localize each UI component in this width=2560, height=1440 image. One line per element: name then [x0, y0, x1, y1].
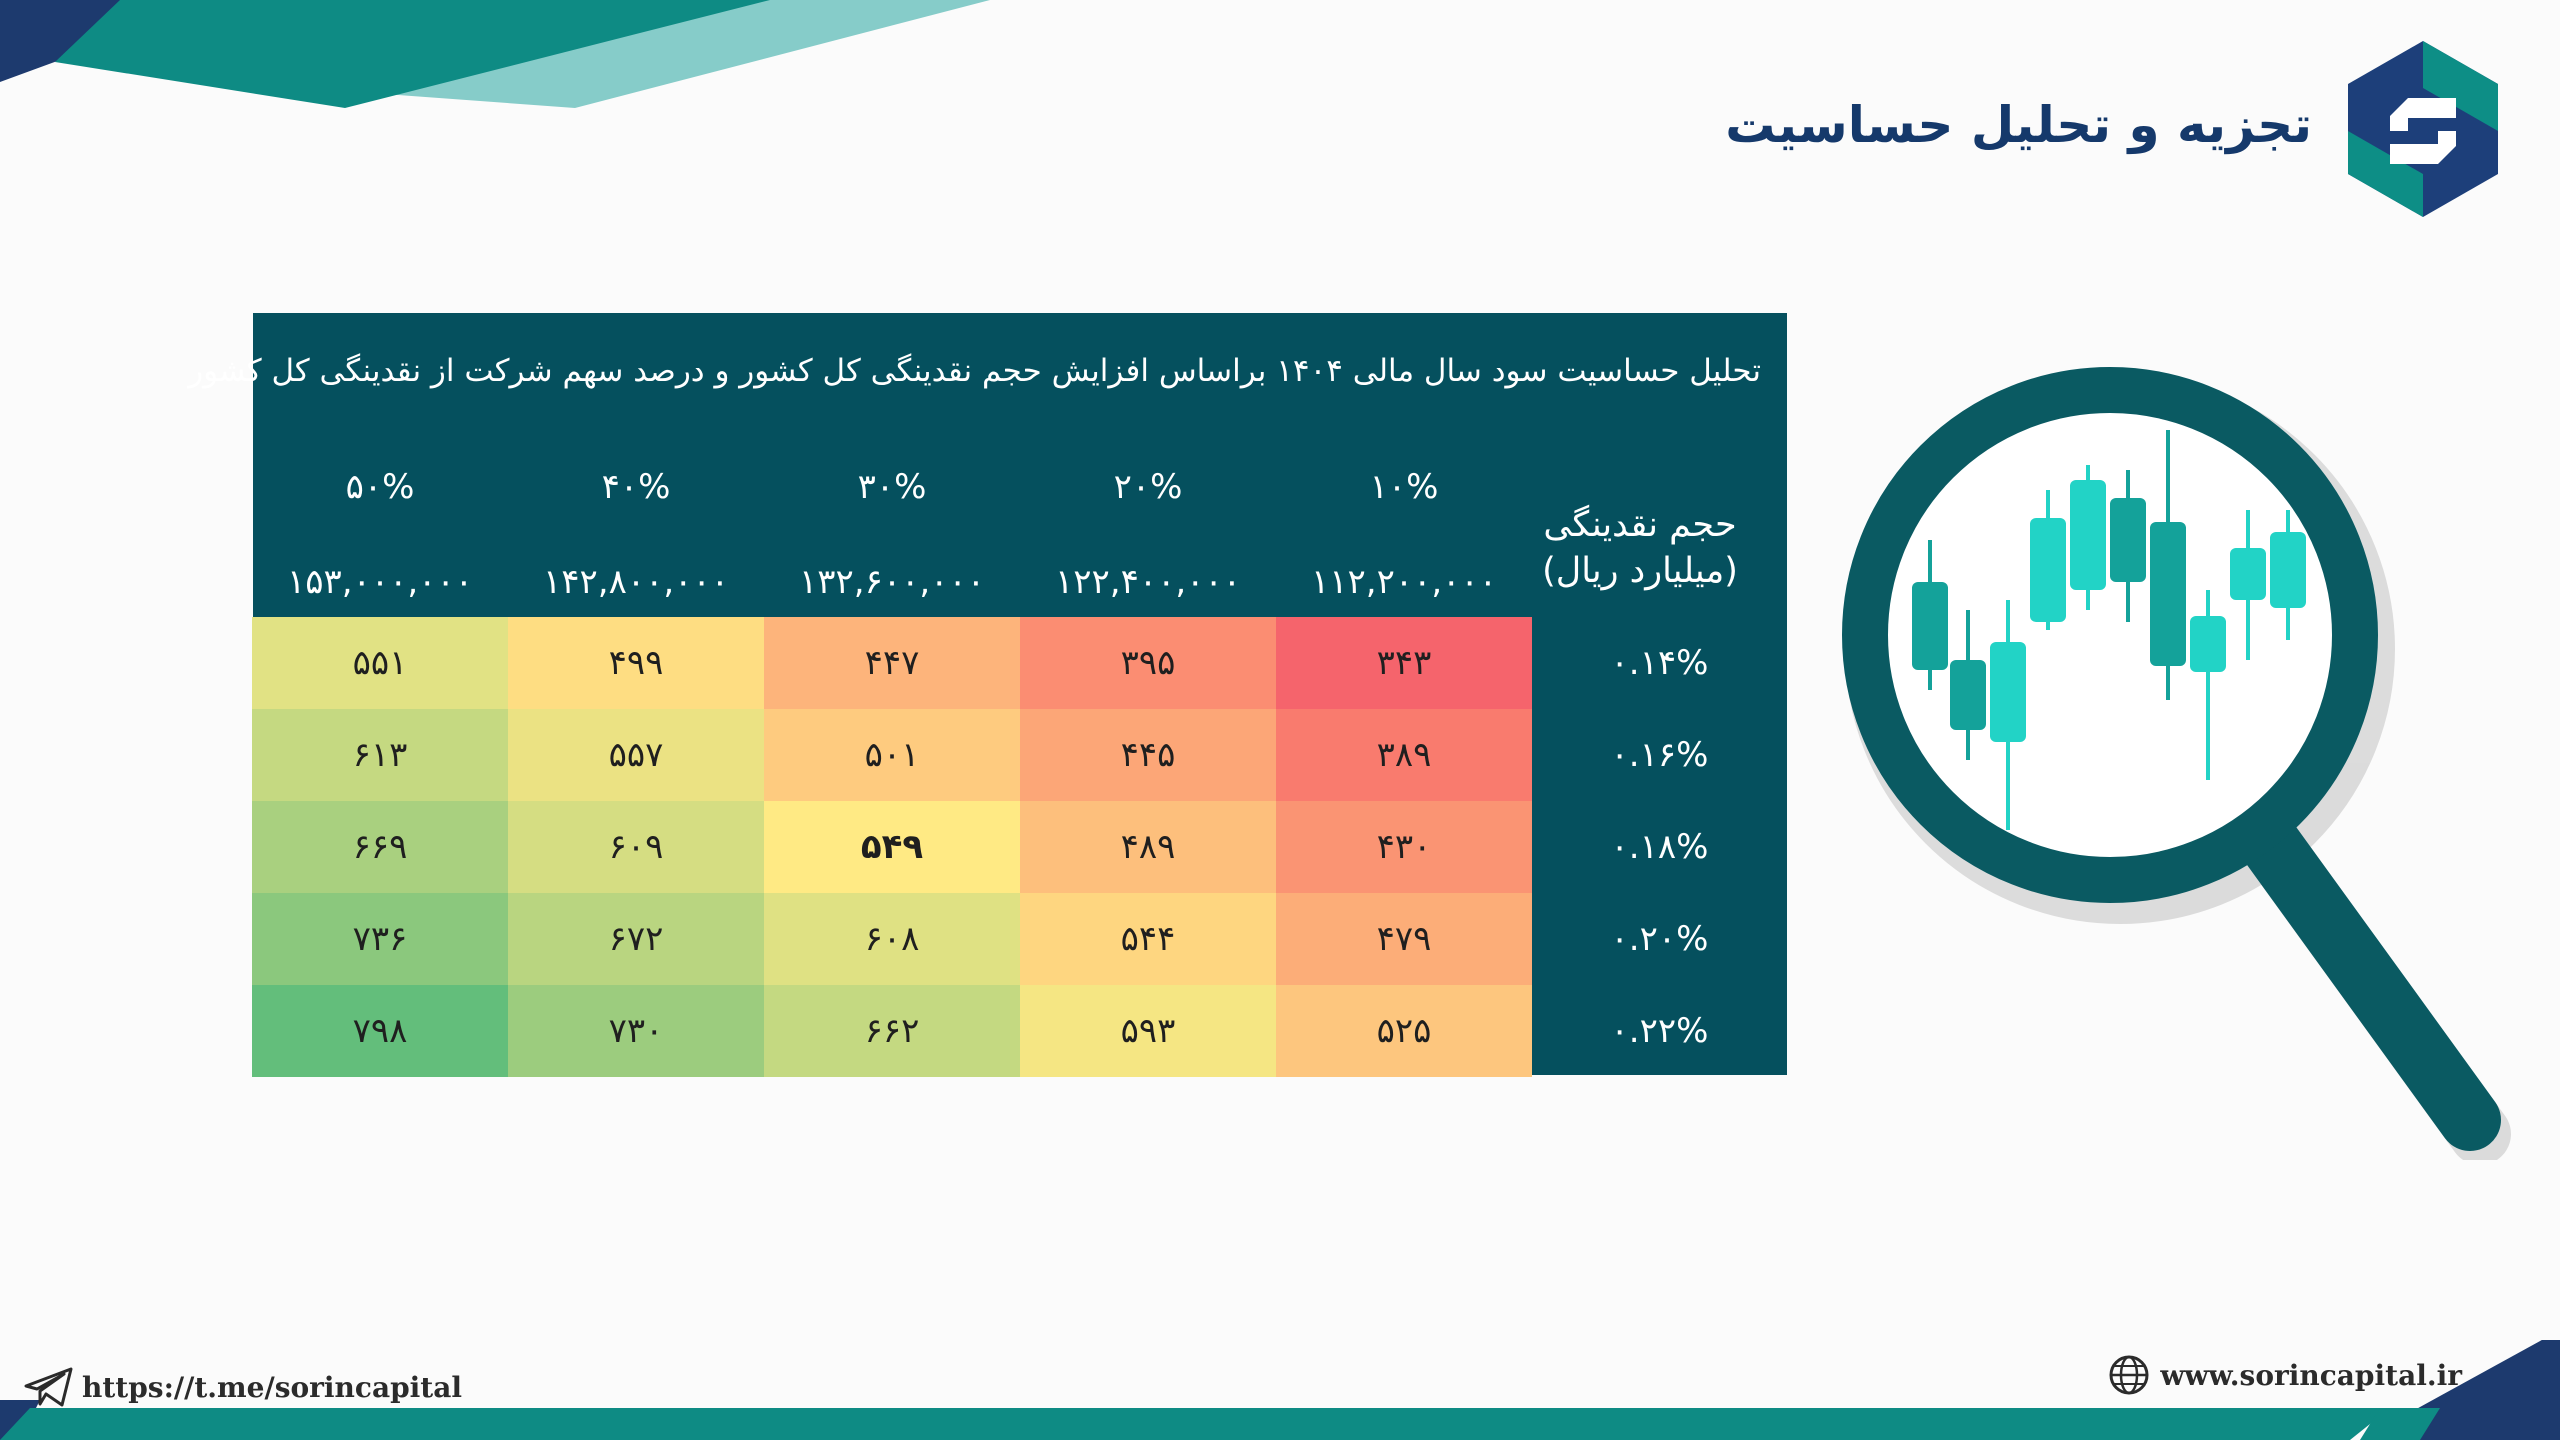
row-label: ۰.۱۸%	[1610, 827, 1709, 867]
row-label: ۰.۲۰%	[1610, 919, 1709, 959]
table-cell: ۴۸۹	[1020, 801, 1276, 893]
column-header-volume: ۱۳۲,۶۰۰,۰۰۰	[799, 562, 985, 602]
table-cell: ۴۳۰	[1276, 801, 1532, 893]
table-cell: ۶۰۹	[508, 801, 764, 893]
table-cell: ۳۸۹	[1276, 709, 1532, 801]
column-header-pct: ۵۰%	[345, 467, 415, 507]
table-cell: ۵۵۷	[508, 709, 764, 801]
table-cell: ۴۴۷	[764, 617, 1020, 709]
table-cell: ۶۷۲	[508, 893, 764, 985]
table-cell: ۵۹۳	[1020, 985, 1276, 1077]
table-cell: ۴۷۹	[1276, 893, 1532, 985]
table-cell: ۳۴۳	[1276, 617, 1532, 709]
table-cell: ۶۶۲	[764, 985, 1020, 1077]
table-cell: ۵۵۱	[252, 617, 508, 709]
corner-label: حجم نقدینگی (میلیارد ریال)	[1509, 473, 1771, 623]
bottom-decoration	[0, 1340, 2560, 1440]
row-label: ۰.۱۴%	[1610, 643, 1709, 683]
website-link[interactable]: www.sorincapital.ir	[2160, 1358, 2462, 1392]
table-cell: ۵۴۴	[1020, 893, 1276, 985]
table-cell: ۶۰۸	[764, 893, 1020, 985]
column-header-pct: ۳۰%	[857, 467, 927, 507]
sorin-capital-logo	[2348, 41, 2498, 217]
table-cell: ۳۹۵	[1020, 617, 1276, 709]
table-cell: ۵۲۵	[1276, 985, 1532, 1077]
table-cell: ۷۳۶	[252, 893, 508, 985]
table-cell: ۵۴۹	[764, 801, 1020, 893]
table-cell: ۴۴۵	[1020, 709, 1276, 801]
table-cell: ۶۱۳	[252, 709, 508, 801]
globe-icon	[2109, 1355, 2149, 1395]
column-header-pct: ۲۰%	[1113, 467, 1183, 507]
row-label: ۰.۲۲%	[1610, 1011, 1709, 1051]
column-header-volume: ۱۴۲,۸۰۰,۰۰۰	[543, 562, 729, 602]
telegram-link[interactable]: https://t.me/sorincapital	[82, 1370, 463, 1404]
table-cell: ۷۳۰	[508, 985, 764, 1077]
footer-telegram[interactable]: https://t.me/sorincapital	[24, 1366, 462, 1408]
paper-plane-icon	[24, 1367, 73, 1407]
table-cell: ۶۶۹	[252, 801, 508, 893]
table-caption: تحلیل حساسیت سود سال مالی ۱۴۰۴ براساس اف…	[188, 353, 1761, 389]
corner-label-line1: حجم نقدینگی	[1543, 505, 1737, 545]
table-cell: ۵۰۱	[764, 709, 1020, 801]
column-header-volume: ۱۱۲,۲۰۰,۰۰۰	[1311, 562, 1497, 602]
magnifying-glass-candlestick-icon	[1842, 367, 2511, 1160]
table-cell: ۴۹۹	[508, 617, 764, 709]
footer-website[interactable]: www.sorincapital.ir	[2108, 1354, 2462, 1396]
table-cell: ۷۹۸	[252, 985, 508, 1077]
column-header-pct: ۱۰%	[1369, 467, 1439, 507]
slide-title: تجزیه و تحلیل حساسیت	[1725, 96, 2312, 154]
sensitivity-table: تحلیل حساسیت سود سال مالی ۱۴۰۴ براساس اف…	[188, 313, 1787, 1077]
top-decoration	[0, 0, 990, 108]
column-header-pct: ۴۰%	[601, 467, 671, 507]
corner-label-line2: (میلیارد ریال)	[1542, 551, 1738, 591]
column-header-volume: ۱۲۲,۴۰۰,۰۰۰	[1055, 562, 1241, 602]
row-label: ۰.۱۶%	[1610, 735, 1709, 775]
column-header-volume: ۱۵۳,۰۰۰,۰۰۰	[287, 562, 473, 602]
